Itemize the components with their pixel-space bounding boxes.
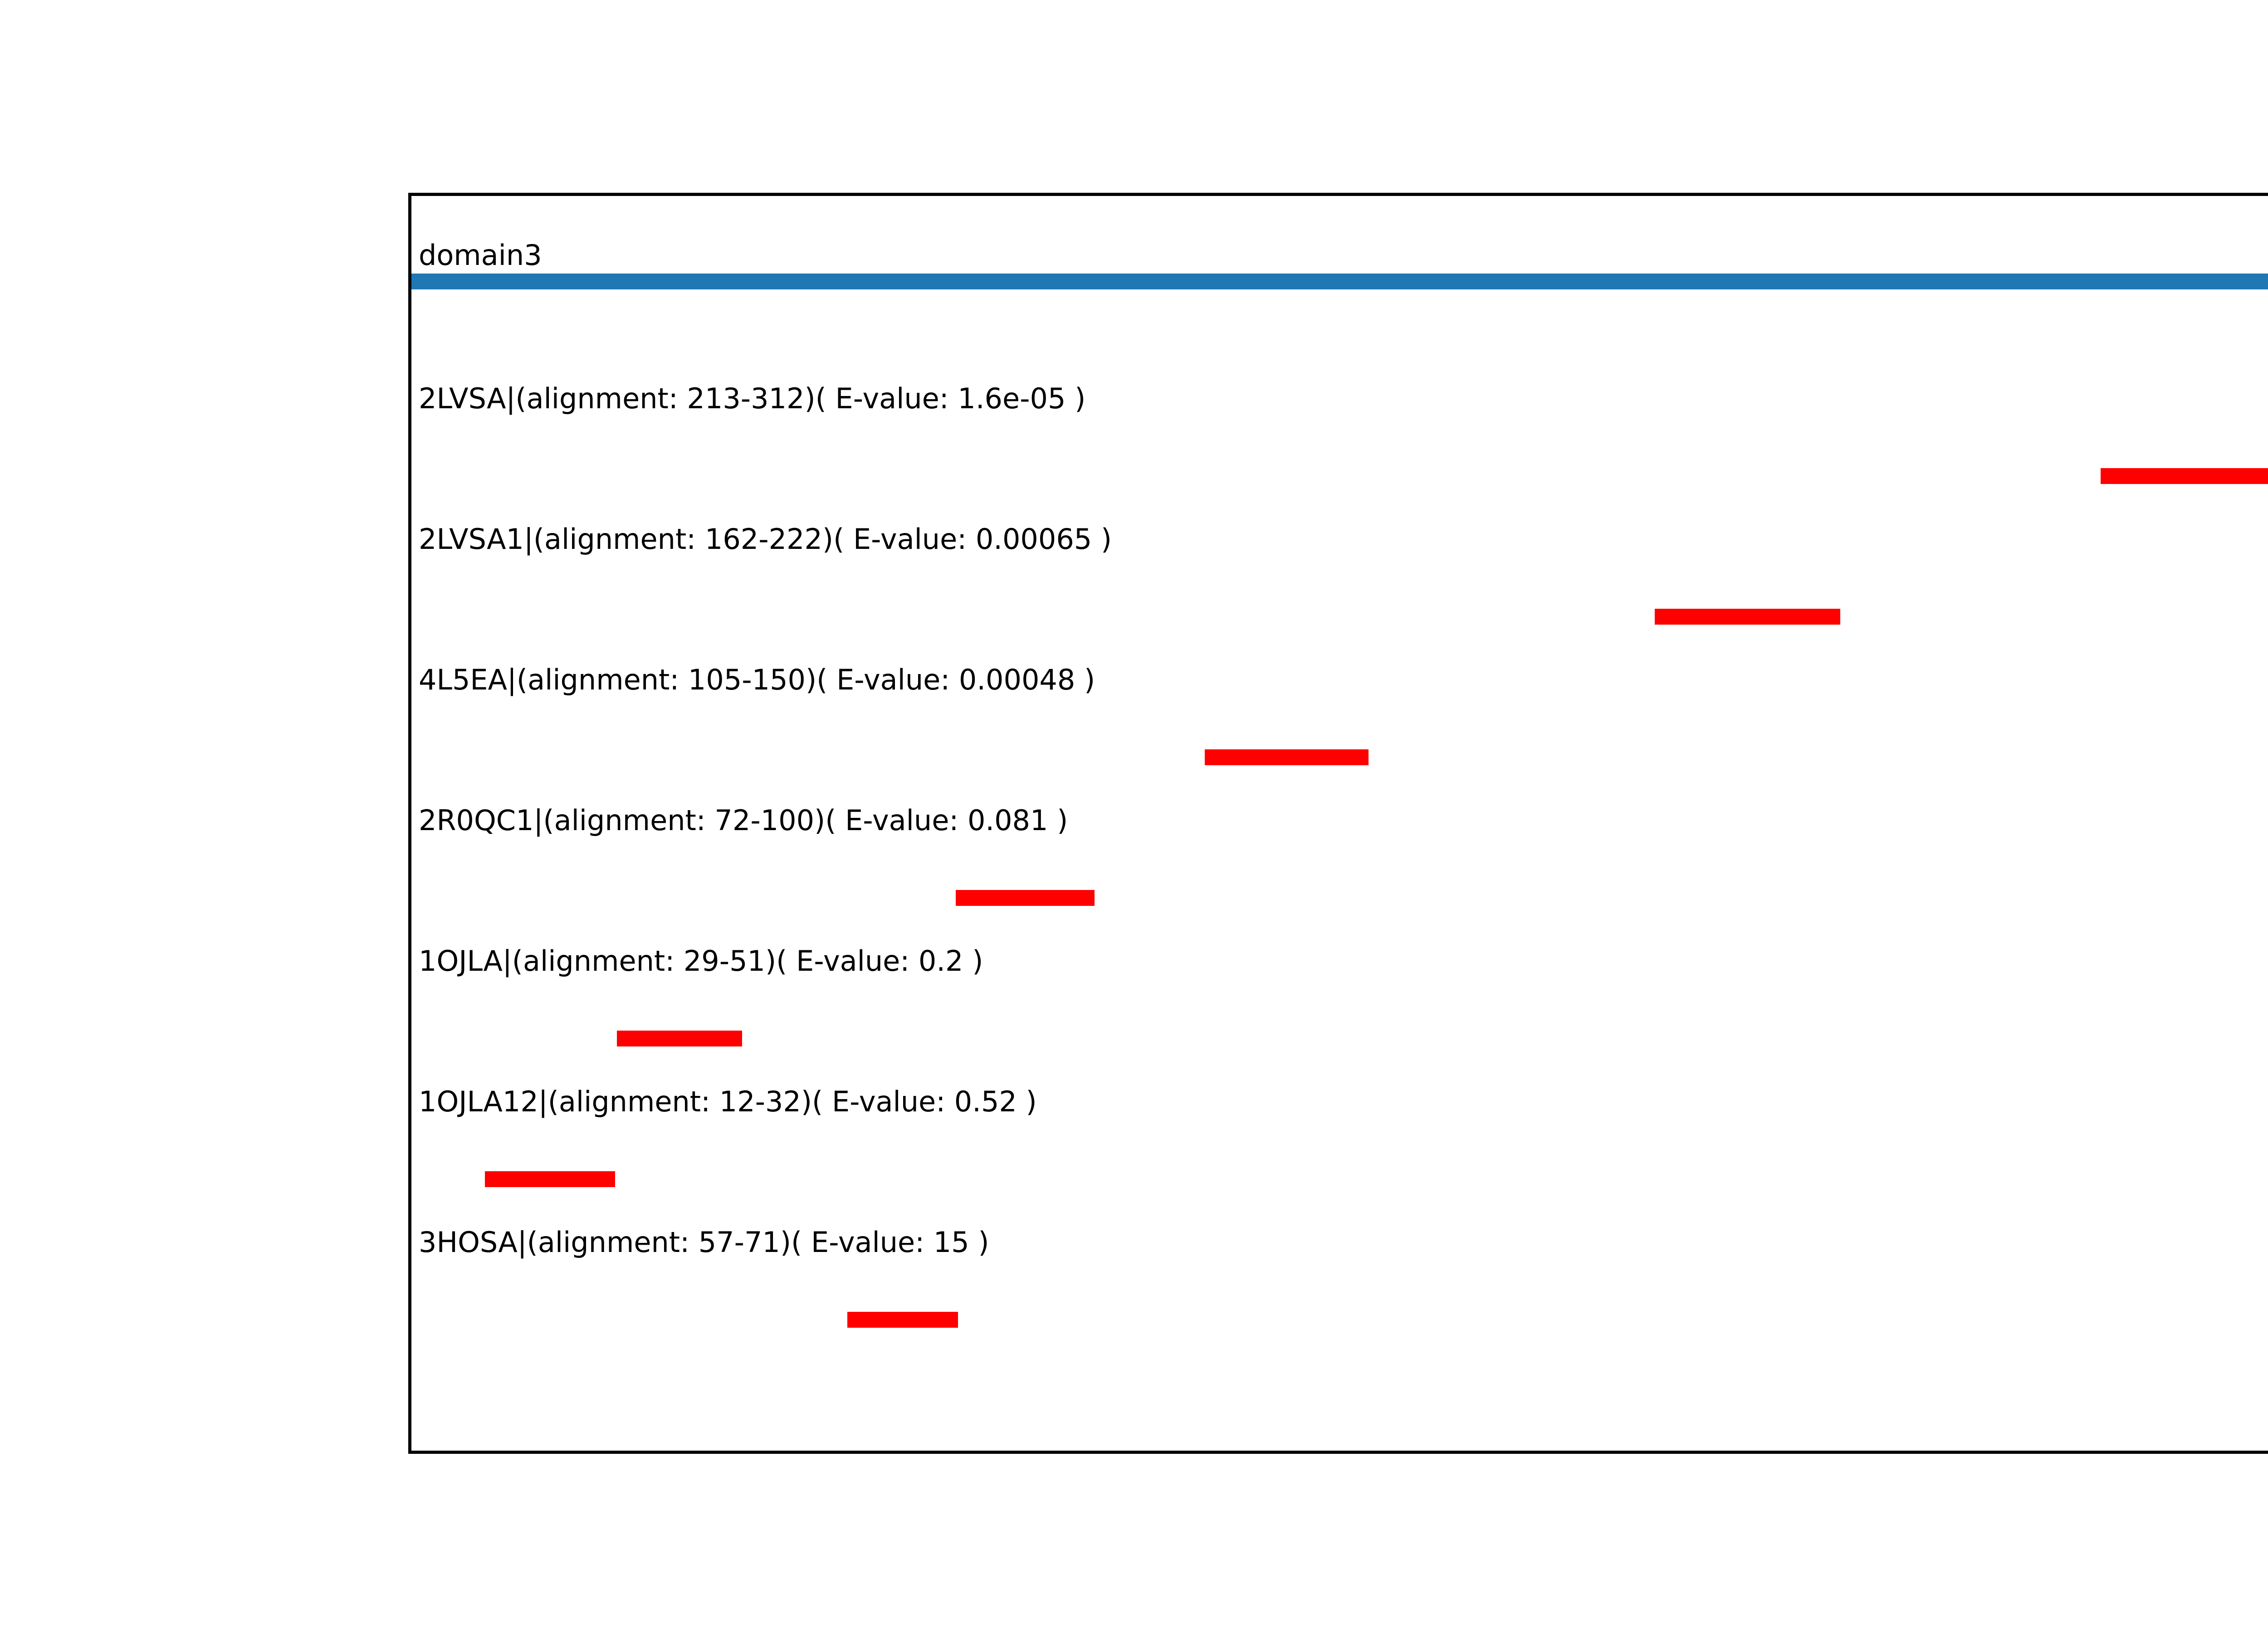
hit-label: 2LVSA|(alignment: 213-312)( E-value: 1.6… (419, 382, 1086, 415)
hit-label: 4L5EA|(alignment: 105-150)( E-value: 0.0… (419, 663, 1095, 696)
hit-bar (847, 1312, 958, 1328)
hit-bar (2101, 468, 2268, 484)
hit-bar (1205, 749, 1369, 765)
hit-bar (956, 890, 1095, 906)
hit-label: 2R0QC1|(alignment: 72-100)( E-value: 0.0… (419, 804, 1068, 837)
plot-surface: domain3 2LVSA|(alignment: 213-312)( E-va… (411, 196, 2268, 1451)
hit-label: 3HOSA|(alignment: 57-71)( E-value: 15 ) (419, 1226, 989, 1259)
hit-bar (1655, 609, 1840, 625)
query-label: domain3 (419, 239, 542, 272)
hit-label: 1OJLA12|(alignment: 12-32)( E-value: 0.5… (419, 1085, 1037, 1118)
hit-label: 1OJLA|(alignment: 29-51)( E-value: 0.2 ) (419, 944, 983, 978)
plot-axes-frame: domain3 2LVSA|(alignment: 213-312)( E-va… (408, 193, 2268, 1454)
query-bar (411, 274, 2268, 289)
hit-bar (485, 1171, 615, 1187)
hit-label: 2LVSA1|(alignment: 162-222)( E-value: 0.… (419, 523, 1112, 556)
hit-bar (617, 1031, 742, 1046)
